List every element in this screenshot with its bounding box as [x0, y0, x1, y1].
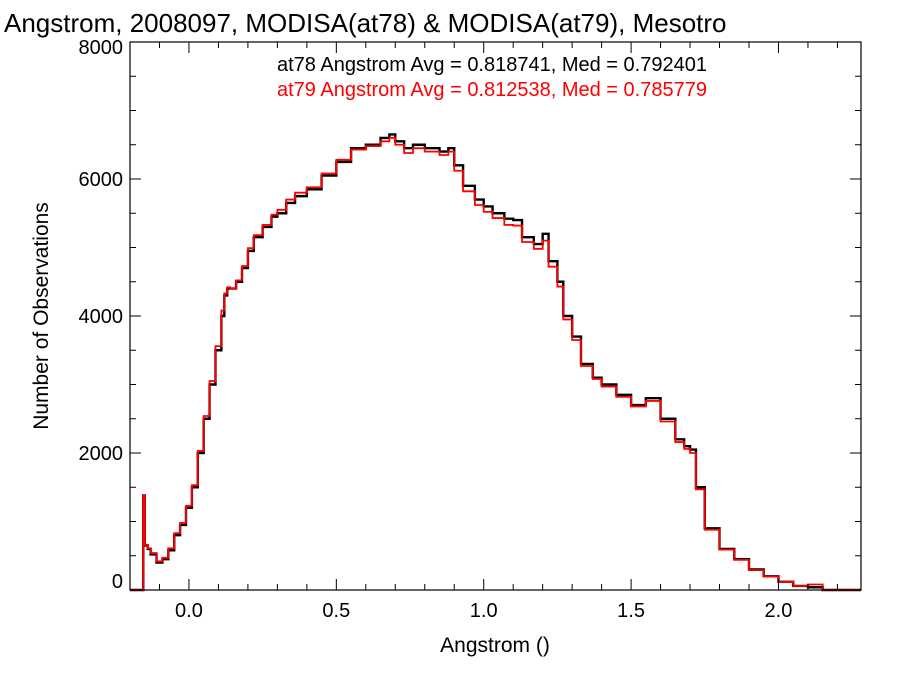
y-tick-label: 6000: [79, 169, 124, 191]
x-tick-label: 0.0: [175, 600, 203, 622]
chart-title: Angstrom, 2008097, MODISA(at78) & MODISA…: [4, 8, 727, 38]
plot-frame: [129, 41, 862, 591]
x-axis-label: Angstrom (): [440, 634, 550, 657]
x-tick-label: 1.5: [617, 600, 645, 622]
y-axis-label: Number of Observations: [30, 202, 53, 430]
series-at78-line: [130, 133, 861, 592]
y-tick-label: 0: [112, 571, 123, 593]
x-tick-label: 1.0: [470, 600, 498, 622]
series-layer: [130, 133, 861, 592]
axis-ticks: 0.0 0.5 1.0 1.5 2.0 0 2000 4000 6000 8000: [79, 37, 861, 622]
y-tick-label: 8000: [79, 37, 124, 59]
series-at79-line: [130, 137, 861, 591]
x-tick-label: 2.0: [765, 600, 793, 622]
legend-at79: at79 Angstrom Avg = 0.812538, Med = 0.78…: [277, 79, 707, 101]
legend-at78: at78 Angstrom Avg = 0.818741, Med = 0.79…: [277, 54, 707, 76]
x-tick-label: 0.5: [322, 600, 350, 622]
y-tick-label: 4000: [79, 306, 124, 328]
y-tick-label: 2000: [79, 443, 124, 465]
